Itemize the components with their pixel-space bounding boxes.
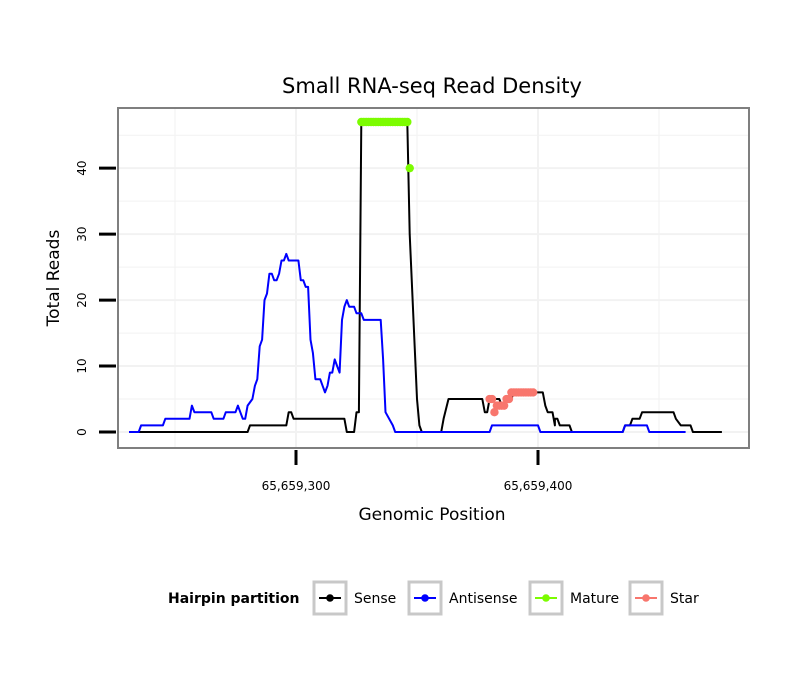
grid-lines [118,108,749,448]
legend-point-sense [326,594,334,602]
legend-point-mature [542,594,550,602]
plot-panel-background [118,108,749,448]
x-axis-label: Genomic Position [358,505,505,525]
plot-panel-border [117,107,750,449]
star-point [528,388,538,397]
y-axis-label: Total Reads [44,230,64,328]
y-tick-label: 30 [75,226,89,241]
y-tick-label: 10 [75,358,89,373]
star-point [487,394,497,404]
legend-point-antisense [421,594,429,602]
star-point [499,401,509,410]
star-point [490,408,499,417]
x-tick-label: 65,659,400 [504,479,573,493]
legend-label-antisense: Antisense [449,591,518,607]
y-tick-label: 0 [75,428,89,436]
plot-panel [117,107,750,449]
legend-item-star: Star [628,580,699,616]
legend-point-star [642,594,650,602]
legend-item-antisense: Antisense [407,580,518,616]
mature-point [405,163,414,173]
star-point [504,394,514,404]
y-tick-label: 40 [75,161,89,176]
chart-title: Small RNA-seq Read Density [282,74,582,98]
legend-label-mature: Mature [570,591,619,607]
mature-point [403,117,412,127]
legend-item-mature: Mature [528,580,619,616]
series-layer [129,117,722,433]
legend-label-star: Star [670,591,699,607]
legend-label-sense: Sense [354,591,396,607]
x-axis: 65,659,300 65,659,400 [262,450,573,493]
x-tick-label: 65,659,300 [262,479,331,493]
legend-item-sense: Sense [312,580,396,616]
legend-title: Hairpin partition [168,591,299,607]
antisense-series-line [129,252,686,433]
legend: Hairpin partition Sense Antisense Mature St… [168,580,699,616]
y-tick-label: 20 [75,292,89,307]
y-axis: 0 10 20 30 40 [75,161,116,436]
